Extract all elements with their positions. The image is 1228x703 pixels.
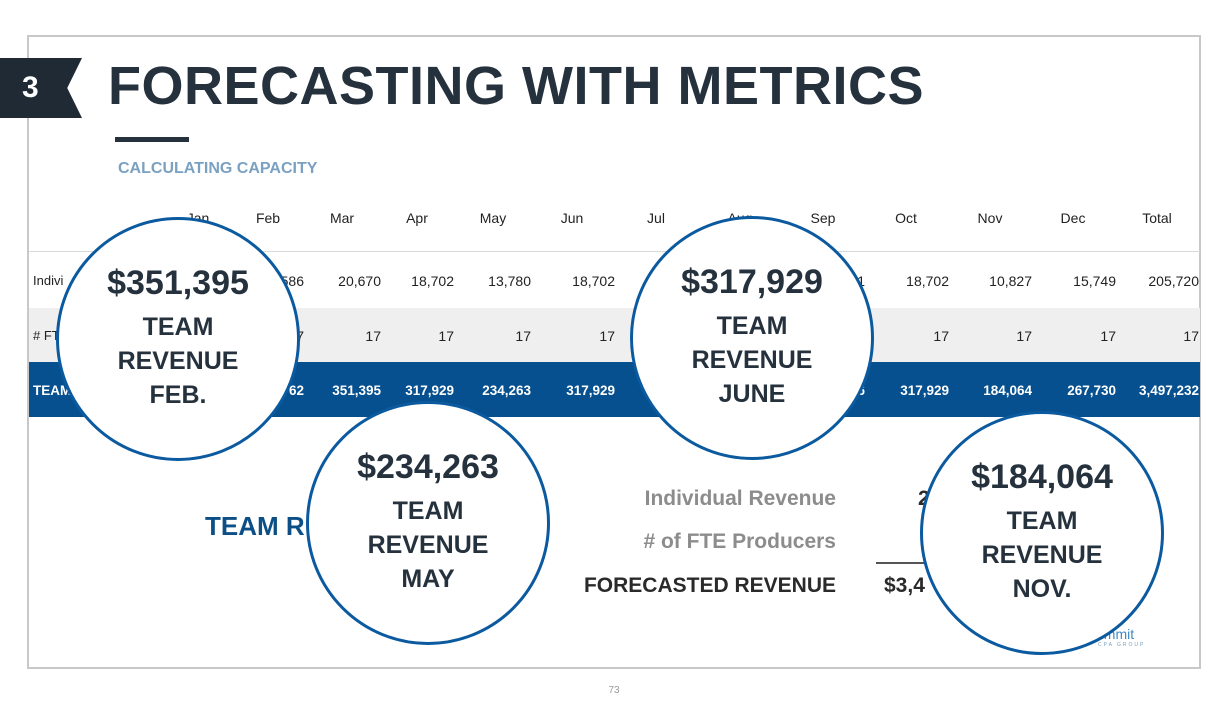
table-cell: 7 xyxy=(296,328,304,344)
header-oct: Oct xyxy=(895,210,917,226)
header-mar: Mar xyxy=(329,210,355,226)
table-cell: 17 xyxy=(515,328,531,344)
company-logo-sub: CPA GROUP xyxy=(1098,642,1146,648)
callout-circle-feb: $351,395 TEAM REVENUE FEB. xyxy=(56,217,300,461)
header-sep: Sep xyxy=(810,210,836,226)
header-jun: Jun xyxy=(560,210,584,226)
callout-line: REVENUE xyxy=(367,530,489,559)
row-label: Indivi xyxy=(33,273,64,288)
table-cell: 17 xyxy=(1016,328,1032,344)
table-cell: 13,780 xyxy=(488,273,531,289)
table-cell: 351,395 xyxy=(332,383,381,398)
table-cell: 18,702 xyxy=(411,273,454,289)
table-cell: 18,702 xyxy=(572,273,615,289)
page-title: FORECASTING WITH METRICS xyxy=(108,56,924,116)
callout-circle-nov: $184,064 TEAM REVENUE NOV. xyxy=(920,411,1164,655)
header-total: Total xyxy=(1142,210,1172,226)
callout-line: NOV. xyxy=(1012,574,1072,603)
table-cell: 17 xyxy=(933,328,949,344)
slide-frame xyxy=(27,35,1201,669)
header-feb: Feb xyxy=(255,210,281,226)
table-cell: 62 xyxy=(288,383,304,398)
callout-circle-may: $234,263 TEAM REVENUE MAY xyxy=(306,401,550,645)
table-cell: 234,263 xyxy=(482,383,531,398)
header-may: May xyxy=(479,210,507,226)
table-cell: 17 xyxy=(599,328,615,344)
summary-divider xyxy=(876,562,956,564)
table-cell: 3,497,232 xyxy=(1138,383,1199,398)
header-apr: Apr xyxy=(406,210,428,226)
row-label: TEAM xyxy=(33,383,72,398)
callout-amount: $184,064 xyxy=(971,457,1113,496)
callout-line: REVENUE xyxy=(691,345,813,374)
page-number: 73 xyxy=(608,685,620,696)
table-cell: 17 xyxy=(438,328,454,344)
section-number: 3 xyxy=(22,71,39,104)
team-revenue-label: TEAM R xyxy=(205,511,305,541)
header-divider xyxy=(29,251,1200,252)
callout-line: TEAM xyxy=(1006,507,1078,536)
subtitle: CALCULATING CAPACITY xyxy=(118,160,318,177)
individual-revenue-label: Individual Revenue xyxy=(644,487,836,510)
callout-line: REVENUE xyxy=(117,346,239,375)
callout-line: TEAM xyxy=(716,312,788,341)
callout-line: REVENUE xyxy=(981,540,1103,569)
table-cell: 17 xyxy=(365,328,381,344)
row-label: # FT xyxy=(33,328,60,343)
table-cell: 17 xyxy=(1183,328,1199,344)
table-cell: 10,827 xyxy=(989,273,1032,289)
table-cell: 18,702 xyxy=(906,273,949,289)
callout-line: TEAM xyxy=(392,497,464,526)
header-dec: Dec xyxy=(1060,210,1086,226)
callout-line: MAY xyxy=(401,564,455,593)
table-cell: 317,929 xyxy=(900,383,949,398)
callout-amount: $317,929 xyxy=(681,262,823,301)
table-cell: 317,929 xyxy=(566,383,615,398)
title-underline xyxy=(115,137,189,142)
callout-circle-june: $317,929 TEAM REVENUE JUNE xyxy=(630,216,874,460)
forecasted-revenue-value: $3,4 xyxy=(884,574,925,597)
header-jul: Jul xyxy=(647,210,665,226)
callout-amount: $351,395 xyxy=(107,263,249,302)
table-cell: 205,720 xyxy=(1148,273,1199,289)
callout-line: JUNE xyxy=(718,379,786,408)
table-cell: 17 xyxy=(1100,328,1116,344)
callout-line: TEAM xyxy=(142,313,214,342)
table-cell: 267,730 xyxy=(1067,383,1116,398)
table-cell: 15,749 xyxy=(1073,273,1116,289)
callout-amount: $234,263 xyxy=(357,447,499,486)
forecasted-revenue-label: FORECASTED REVENUE xyxy=(583,574,836,597)
header-nov: Nov xyxy=(977,210,1003,226)
table-cell: 184,064 xyxy=(983,383,1032,398)
fte-producers-label: # of FTE Producers xyxy=(643,530,836,553)
callout-line: FEB. xyxy=(149,380,207,409)
table-cell: 317,929 xyxy=(405,383,454,398)
table-cell: 1 xyxy=(857,273,865,289)
table-cell: 20,670 xyxy=(338,273,381,289)
